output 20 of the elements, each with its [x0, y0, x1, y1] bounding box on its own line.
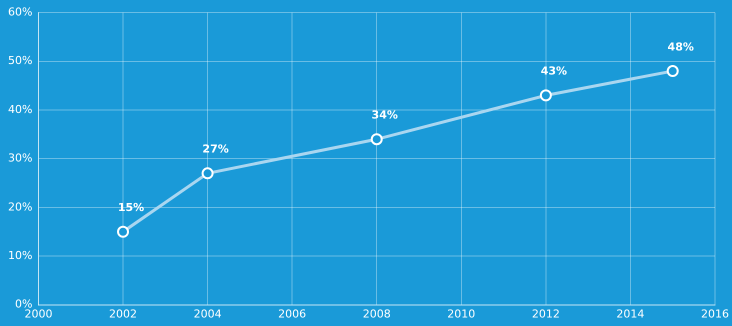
- y-tick-label: 20%: [8, 200, 32, 214]
- data-label: 15%: [118, 201, 144, 214]
- y-tick-label: 50%: [8, 54, 32, 68]
- y-tick-label: 60%: [8, 5, 32, 18]
- data-label: 43%: [540, 64, 568, 78]
- y-tick-label: 10%: [8, 248, 32, 262]
- y-tick-label: 30%: [8, 152, 32, 165]
- x-tick-label: 2016: [701, 307, 730, 320]
- x-tick-label: 2008: [362, 307, 391, 320]
- x-tick-label: 2014: [616, 307, 644, 320]
- y-tick-label: 40%: [8, 102, 32, 116]
- data-label: 34%: [372, 108, 398, 122]
- data-label: 27%: [202, 142, 229, 156]
- data-label: 48%: [668, 40, 694, 54]
- x-tick-label: 2006: [278, 307, 306, 320]
- x-tick-label: 2010: [447, 307, 476, 320]
- x-tick-label: 2004: [194, 307, 222, 320]
- x-tick-label: 2000: [24, 307, 52, 320]
- x-tick-label: 2002: [109, 307, 138, 320]
- x-tick-label: 2012: [532, 307, 560, 320]
